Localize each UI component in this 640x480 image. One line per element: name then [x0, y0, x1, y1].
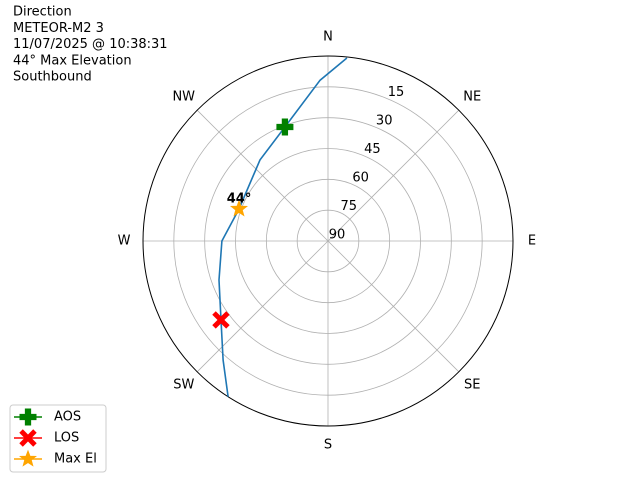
marker-star	[230, 199, 248, 217]
theta-tick-label: E	[528, 234, 536, 249]
theta-tick-label: SW	[173, 378, 194, 393]
legend-label: AOS	[54, 410, 81, 425]
legend-marker	[19, 408, 37, 426]
legend-frame	[9, 404, 107, 473]
legend: AOS LOS Max El	[9, 404, 107, 473]
polar-frame	[142, 55, 514, 427]
r-tick-label: 15	[388, 85, 405, 100]
legend-label: LOS	[54, 431, 79, 446]
theta-tick-label: NE	[463, 89, 481, 104]
legend-marker	[19, 449, 37, 467]
theta-tick-label: S	[324, 438, 332, 453]
legend-label: Max El	[54, 452, 97, 467]
r-tick-label: 45	[364, 142, 381, 157]
title-line: Direction	[13, 5, 72, 20]
grid-spoke	[327, 240, 460, 373]
grid-spoke	[327, 109, 460, 242]
r-tick-label: 60	[352, 171, 369, 186]
r-tick-label: 75	[341, 199, 358, 214]
theta-tick-label: W	[118, 234, 131, 249]
theta-tick-label: NW	[172, 89, 195, 104]
annotation: 44°	[227, 191, 252, 206]
grid-spoke	[196, 240, 329, 373]
r-tick-label: 30	[376, 114, 393, 129]
theta-tick-label: SE	[464, 378, 480, 393]
theta-tick-label: N	[323, 30, 333, 45]
marker-x	[212, 311, 230, 329]
track-line	[218, 57, 348, 397]
marker-plus	[276, 118, 294, 136]
title-line: 44° Max Elevation	[13, 53, 132, 68]
title-line: METEOR-M2 3	[13, 21, 104, 36]
grid-spoke	[196, 109, 329, 242]
legend-marker	[19, 429, 37, 447]
title-line: 11/07/2025 @ 10:38:31	[13, 37, 168, 52]
r-tick-label: 90	[329, 228, 346, 243]
title-line: Southbound	[13, 70, 92, 85]
